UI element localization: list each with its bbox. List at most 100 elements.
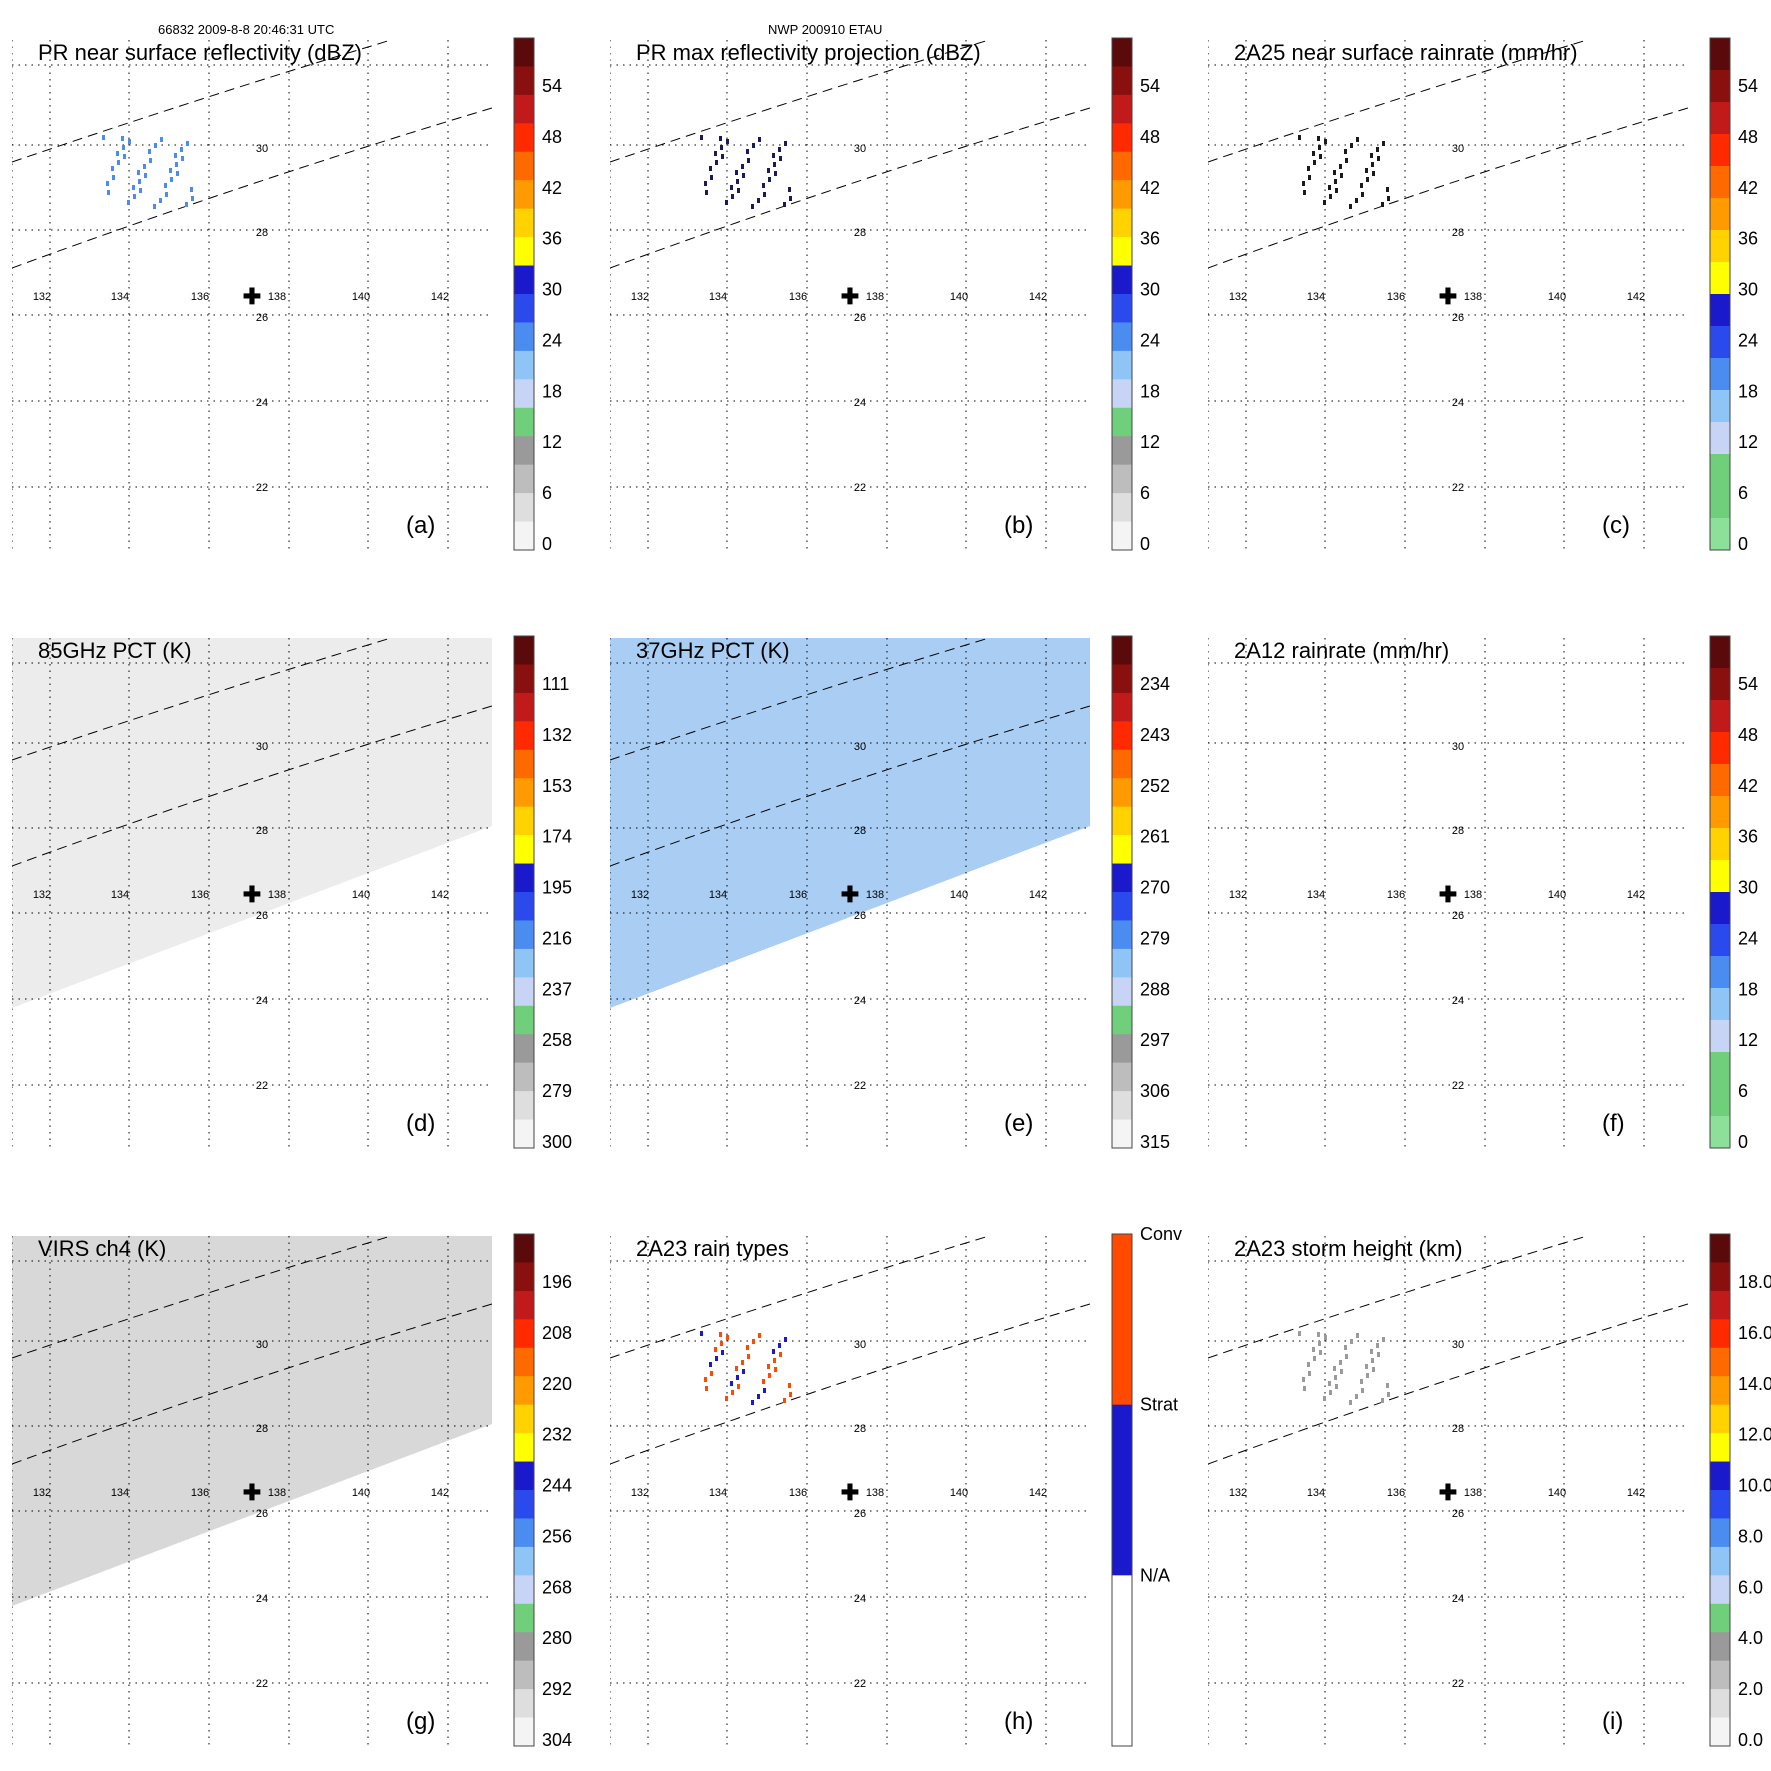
colorbar-frame [513, 37, 535, 551]
echo-pixel [736, 179, 739, 184]
colorbar-segment [1112, 493, 1132, 523]
lon-tick-label: 136 [789, 291, 807, 303]
echo-pixel [736, 1375, 739, 1380]
echo-pixel [772, 153, 775, 158]
lon-tick-label: 132 [33, 889, 51, 901]
echo-pixel [774, 171, 777, 176]
colorbar-label: 54 [1140, 76, 1160, 96]
colorbar-label: 6 [1140, 483, 1150, 503]
swath-edge-north [610, 1236, 991, 1359]
colorbar-segment [1710, 326, 1730, 359]
colorbar-label: 12 [542, 432, 562, 452]
echo-pixel [185, 202, 188, 207]
echo-pixel [1376, 147, 1379, 152]
echo-pixel [1372, 171, 1375, 176]
echo-pixel [180, 147, 183, 152]
colorbar-segment [514, 664, 534, 694]
lat-tick-label: 26 [854, 1508, 866, 1520]
lon-tick-label: 136 [789, 889, 807, 901]
panel-e: 132 134 136 138 140 142 32 30 28 26 24 22 ✚ 37GHz PCT… [610, 635, 1170, 1152]
colorbar-label: 195 [542, 878, 572, 898]
colorbar-segment [1112, 208, 1132, 238]
colorbar-segment [1112, 464, 1132, 494]
panel-a-map: 132 134 136 138 140 142 32 30 28 26 24 22 ✚ [12, 30, 492, 550]
colorbar-segment [1710, 166, 1730, 199]
colorbar-label: 16.0 [1738, 1323, 1771, 1343]
echo-pixel [705, 190, 708, 195]
lon-tick-label: 140 [1548, 1487, 1566, 1499]
echo-pixel [1387, 196, 1390, 201]
colorbar-label: 6 [1738, 483, 1748, 503]
lat-tick-label: 22 [1452, 482, 1464, 494]
echo-pixel [176, 171, 179, 176]
echo-pixel [1386, 187, 1389, 192]
lat-tick-label: 22 [256, 482, 268, 494]
lon-tick-label: 140 [1548, 291, 1566, 303]
colorbar-frame [513, 1233, 535, 1747]
colorbar-segment [1710, 892, 1730, 925]
colorbar-segment [1112, 379, 1132, 409]
colorbar-label: 48 [542, 127, 562, 147]
echo-pixel [1366, 1373, 1369, 1378]
lat-tick-label: 28 [854, 1423, 866, 1435]
colorbar-label: 174 [542, 827, 572, 847]
echo-pixel [1381, 1398, 1384, 1403]
panel-letter: (f) [1602, 1110, 1625, 1137]
colorbar-segment [1112, 1575, 1132, 1747]
colorbar-label: 36 [1738, 827, 1758, 847]
panel-letter: (h) [1004, 1708, 1033, 1735]
colorbar-label: 268 [542, 1577, 572, 1597]
colorbar-label: 30 [1738, 878, 1758, 898]
colorbar-label: 42 [542, 178, 562, 198]
echo-pixel [788, 187, 791, 192]
echo-pixel [1339, 164, 1342, 169]
echo-pixel [175, 162, 178, 167]
echo-pixel [137, 170, 140, 175]
echo-pixel [181, 156, 184, 161]
lat-tick-label: 30 [256, 1339, 268, 1351]
colorbar-segment [514, 151, 534, 181]
panel-i-map: 132 134 136 138 140 142 32 30 28 26 24 22 ✚ [1208, 1236, 1688, 1746]
echo-pixel [1349, 204, 1352, 209]
colorbar-segment [1112, 863, 1132, 893]
echo-pixel [1377, 156, 1380, 161]
colorbar-segment [1112, 749, 1132, 779]
echo-pixel [1360, 183, 1363, 188]
colorbar-segment [514, 322, 534, 352]
lon-tick-label: 140 [1548, 889, 1566, 901]
lat-tick-label: 32 [1452, 628, 1464, 640]
echo-pixel [186, 141, 189, 146]
colorbar-label: Conv [1140, 1224, 1182, 1244]
colorbar-segment [1112, 350, 1132, 380]
echo-pixel [725, 200, 728, 205]
lon-tick-label: 136 [191, 291, 209, 303]
lat-tick-label: 26 [854, 910, 866, 922]
lon-tick-label: 134 [111, 1487, 129, 1499]
echo-pixel [735, 1366, 738, 1371]
colorbar-segment [514, 208, 534, 238]
lon-tick-label: 142 [431, 1487, 449, 1499]
lat-tick-label: 32 [854, 1226, 866, 1238]
colorbar-segment [1112, 265, 1132, 295]
echo-pixel [1298, 1331, 1301, 1336]
lat-tick-label: 32 [256, 30, 268, 42]
colorbar-segment [1112, 1404, 1132, 1576]
panel-title: PR near surface reflectivity (dBZ) [38, 40, 362, 65]
lon-tick-label: 134 [111, 889, 129, 901]
echo-pixel [106, 181, 109, 186]
colorbar-label: 12 [1140, 432, 1160, 452]
colorbar-segment [1710, 198, 1730, 231]
echo-pixel [772, 1349, 775, 1354]
colorbar-segment [514, 1376, 534, 1406]
colorbar-segment [1710, 1632, 1730, 1662]
colorbar-segment [1710, 1084, 1730, 1117]
echo-pixel [1328, 185, 1331, 190]
colorbar-segment [1710, 1660, 1730, 1690]
lon-tick-label: 138 [1464, 889, 1482, 901]
colorbar-segment [1112, 66, 1132, 96]
lat-tick-label: 26 [1452, 1508, 1464, 1520]
colorbar-segment [1112, 892, 1132, 921]
lon-tick-label: 140 [352, 291, 370, 303]
storm-center-marker: ✚ [243, 284, 261, 309]
echo-pixel [1307, 166, 1310, 171]
